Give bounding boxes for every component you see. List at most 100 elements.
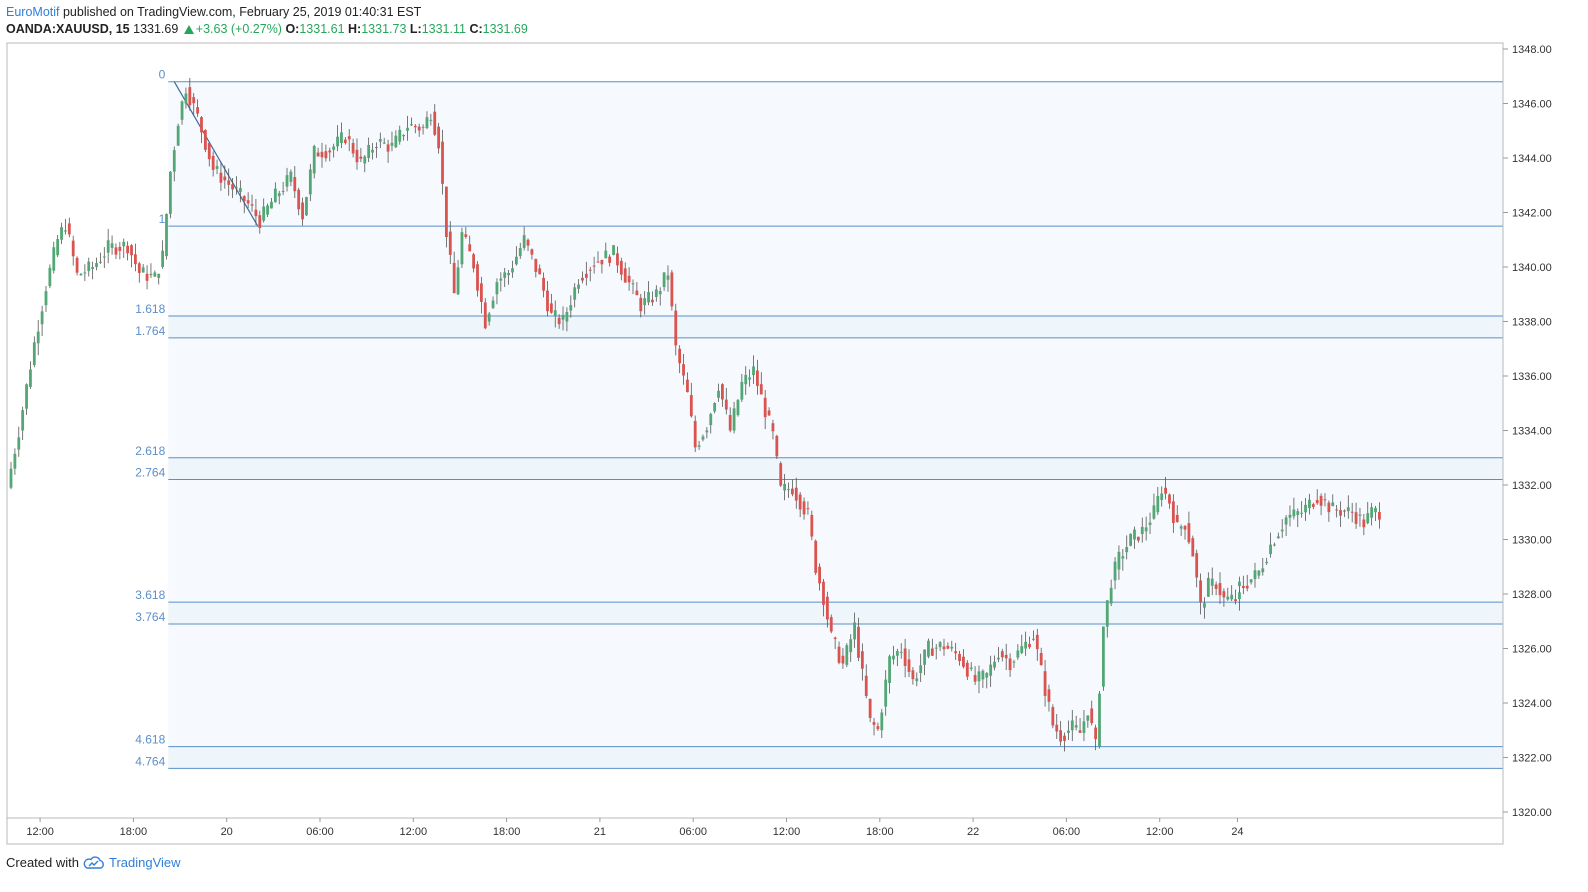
candle [693, 420, 697, 448]
candle [1160, 493, 1164, 500]
candle [1350, 511, 1354, 513]
candle [721, 384, 724, 400]
candle [258, 215, 262, 229]
open-label: O: [285, 22, 300, 36]
candle [417, 126, 421, 131]
candle [1327, 502, 1331, 513]
candle [678, 348, 682, 364]
candle [577, 284, 580, 289]
candle [56, 238, 60, 256]
price-tick-label: 1336.00 [1512, 371, 1552, 383]
candle [172, 150, 176, 172]
candle [767, 410, 771, 416]
candle [347, 136, 351, 140]
fib-level-label: 3.618 [135, 588, 165, 602]
candle [235, 187, 238, 189]
time-axis[interactable]: 12:00 18:00 20 06:00 12:00 18:00 21 06:00 12:00 1… [26, 818, 1588, 838]
candle [95, 263, 98, 267]
price-tick-label: 1346.00 [1512, 99, 1552, 111]
candle [1098, 693, 1101, 747]
candle [196, 107, 199, 114]
candle [445, 186, 448, 238]
candle [289, 171, 293, 182]
candle [977, 671, 981, 682]
candle [923, 649, 926, 665]
candle [83, 272, 87, 274]
close-label: C: [469, 22, 483, 36]
candle [130, 245, 133, 256]
candle [1284, 517, 1288, 525]
candle [1370, 507, 1374, 518]
candle [724, 399, 728, 410]
candle [262, 206, 266, 221]
candle [1144, 527, 1148, 532]
candle [1214, 584, 1218, 589]
candle [297, 189, 301, 210]
candle [1269, 544, 1272, 555]
candle [479, 283, 483, 302]
candle [1261, 568, 1265, 573]
candle [1039, 653, 1043, 666]
candle [17, 437, 21, 450]
fib-level-label: 4.618 [135, 733, 165, 747]
candle [270, 201, 273, 209]
candle [398, 129, 402, 142]
candle [460, 232, 464, 265]
candle [1273, 544, 1276, 546]
candle [359, 156, 363, 159]
candle [1136, 536, 1140, 541]
time-tick-label: 22 [967, 826, 979, 838]
candle [666, 275, 670, 280]
candle [899, 651, 903, 653]
candle [853, 622, 856, 640]
candle [211, 155, 215, 170]
candle [429, 119, 433, 121]
candle [806, 508, 810, 510]
fib-zone [168, 457, 1503, 480]
candle [114, 247, 118, 255]
candle [1074, 725, 1078, 728]
tradingview-brand[interactable]: TradingView [108, 855, 181, 870]
candle [845, 645, 849, 665]
candle [522, 235, 526, 248]
candle [1257, 570, 1261, 576]
candle [1304, 504, 1307, 513]
candle [1222, 591, 1226, 598]
time-tick-label: 12:00 [400, 826, 428, 838]
candle [860, 651, 864, 669]
price-tick-label: 1342.00 [1512, 208, 1552, 220]
fib-zone [168, 316, 1503, 338]
price-tick-label: 1340.00 [1512, 262, 1552, 274]
candle [1164, 487, 1167, 494]
price-tick-label: 1324.00 [1512, 698, 1552, 710]
author-link[interactable]: EuroMotif [6, 5, 60, 19]
candle [203, 130, 207, 150]
fib-level-label: 2.618 [135, 444, 165, 458]
candle [13, 453, 17, 469]
fib-level-label: 2.764 [135, 466, 165, 480]
candle [775, 435, 779, 457]
candle [421, 126, 425, 128]
candle [1004, 654, 1008, 659]
candle [818, 566, 821, 584]
price-axis[interactable]: 1320.00 1322.00 1324.00 1326.00 1328.00 1330.… [1503, 44, 1552, 819]
candle [1047, 689, 1051, 702]
time-tick-label: 06:00 [679, 826, 707, 838]
candle [254, 209, 258, 217]
candle [351, 143, 355, 154]
candle [744, 374, 748, 385]
candle [623, 268, 627, 283]
candle [635, 290, 639, 296]
candle [1020, 646, 1024, 654]
candle [1028, 643, 1031, 648]
candle [1078, 730, 1082, 733]
candle [740, 381, 744, 400]
candle [1245, 585, 1249, 589]
candle [787, 489, 790, 491]
candle [433, 111, 437, 135]
candle [371, 149, 374, 153]
candle [1319, 495, 1323, 506]
candle [938, 642, 942, 648]
candle [1109, 587, 1113, 604]
